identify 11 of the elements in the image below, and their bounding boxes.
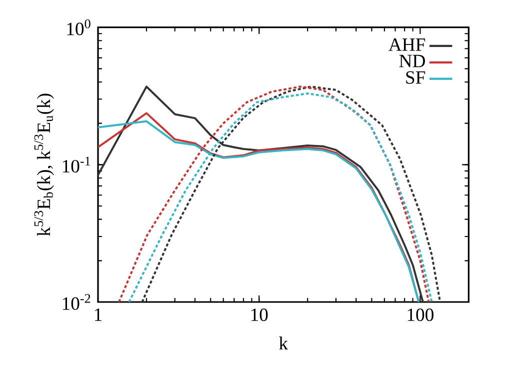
- y-tick-label: 10$^{-1}$: [62, 156, 90, 173]
- x-tick-label: 100: [408, 308, 434, 322]
- legend-label: SF: [406, 71, 426, 84]
- x-tick-label: 10: [251, 308, 268, 322]
- legend-label: AHF: [388, 38, 426, 51]
- y-tick-label: 10$^{-2}$: [62, 294, 90, 310]
- x-tick-label: 1: [94, 308, 102, 321]
- x-axis-title: k: [279, 336, 288, 350]
- text: k$^{5/3}$E$_{b}$(k), k$^{5/3}$E$_{u}$(k): [34, 94, 54, 236]
- legend-label: ND: [399, 54, 425, 68]
- y-tick-label: 10$^{0}$: [67, 19, 90, 36]
